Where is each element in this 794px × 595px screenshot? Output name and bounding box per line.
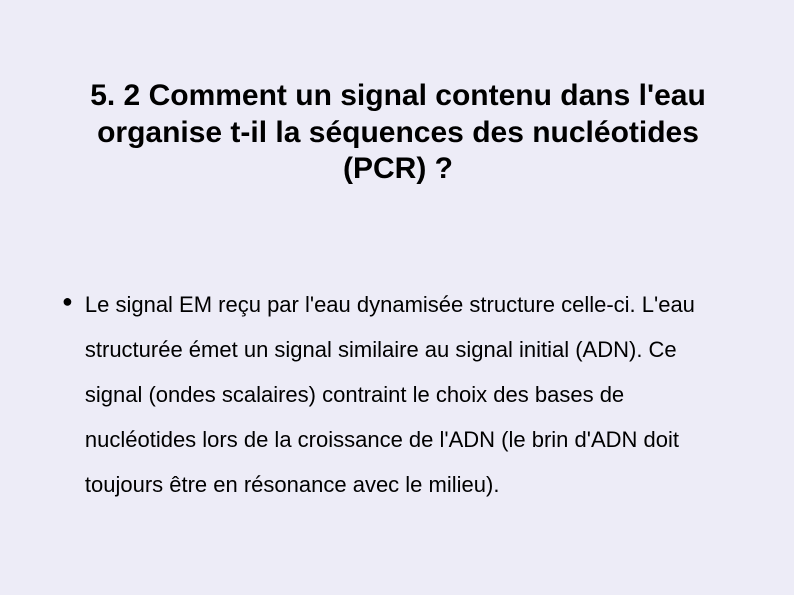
slide: 5. 2 Comment un signal contenu dans l'ea… bbox=[0, 0, 794, 595]
body-text: Le signal EM reçu par l'eau dynamisée st… bbox=[85, 282, 740, 507]
bullet-icon: ● bbox=[60, 282, 85, 310]
slide-body: ● Le signal EM reçu par l'eau dynamisée … bbox=[60, 282, 740, 507]
slide-title: 5. 2 Comment un signal contenu dans l'ea… bbox=[53, 78, 743, 188]
list-item: ● Le signal EM reçu par l'eau dynamisée … bbox=[60, 282, 740, 507]
